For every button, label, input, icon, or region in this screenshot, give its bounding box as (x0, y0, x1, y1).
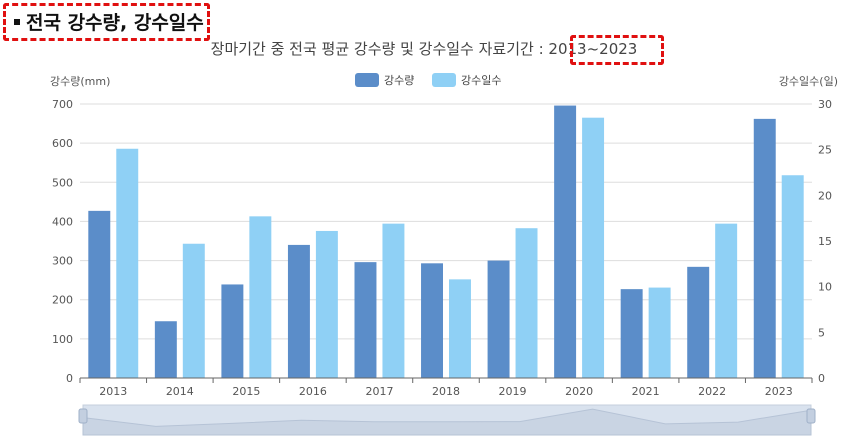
y-right-tick-label: 20 (818, 189, 832, 202)
data-zoom-slider[interactable] (78, 404, 816, 436)
bar-rain-days-2017[interactable] (382, 223, 405, 378)
y-left-tick-label: 200 (52, 294, 73, 307)
bar-rain-days-2016[interactable] (315, 230, 338, 378)
bars (88, 105, 804, 379)
y-right-tick-label: 25 (818, 144, 832, 157)
y-left-tick-label: 0 (66, 372, 73, 385)
bar-rain-days-2013[interactable] (116, 148, 139, 378)
bar-precipitation-2023[interactable] (753, 118, 776, 379)
bullet-icon (14, 18, 20, 25)
y-left-tick-label: 400 (52, 215, 73, 228)
x-tick-label: 2021 (632, 385, 660, 398)
y-right-tick-label: 10 (818, 281, 832, 294)
y-left-tick-label: 100 (52, 333, 73, 346)
bar-precipitation-2015[interactable] (221, 284, 244, 378)
bar-precipitation-2022[interactable] (687, 266, 710, 378)
bar-rain-days-2015[interactable] (249, 216, 272, 378)
bar-rain-days-2022[interactable] (715, 223, 738, 378)
y-left-tick-label: 600 (52, 137, 73, 150)
x-tick-label: 2022 (698, 385, 726, 398)
zoom-handle-left[interactable] (78, 408, 88, 424)
y-left-axis-title: 강수량(mm) (50, 75, 110, 88)
legend-swatch-precipitation[interactable] (355, 73, 379, 87)
y-left-tick-label: 500 (52, 176, 73, 189)
y-left-tick-label: 700 (52, 98, 73, 111)
subtitle-prefix: 장마기간 중 전국 평균 강수량 및 강수일수 자료기간 : (210, 40, 549, 58)
x-tick-label: 2020 (565, 385, 593, 398)
x-tick-label: 2023 (765, 385, 793, 398)
title-highlight-box (3, 3, 210, 41)
zoom-handle-right[interactable] (806, 408, 816, 424)
x-tick-label: 2014 (166, 385, 194, 398)
legend[interactable]: 강수량 강수일수 (355, 73, 501, 87)
x-tick-label: 2013 (99, 385, 127, 398)
zoom-preview-area (82, 408, 812, 436)
bar-precipitation-2018[interactable] (421, 263, 443, 378)
bar-rain-days-2014[interactable] (182, 243, 205, 378)
y-right-axis-title: 강수일수(일) (779, 74, 838, 88)
bar-rain-days-2019[interactable] (515, 228, 538, 378)
bar-precipitation-2013[interactable] (88, 210, 111, 378)
bar-rain-days-2023[interactable] (781, 175, 804, 378)
x-tick-label: 2016 (299, 385, 327, 398)
legend-label-rain-days[interactable]: 강수일수 (461, 73, 501, 87)
y-right-tick-label: 15 (818, 235, 832, 248)
bar-rain-days-2021[interactable] (648, 287, 671, 378)
bar-rain-days-2018[interactable] (449, 279, 471, 378)
x-tick-label: 2019 (499, 385, 527, 398)
bar-precipitation-2020[interactable] (554, 105, 577, 379)
y-right-tick-label: 0 (818, 372, 825, 385)
bar-rain-days-2020[interactable] (582, 117, 605, 378)
x-tick-label: 2018 (432, 385, 460, 398)
y-left-tick-label: 300 (52, 255, 73, 268)
y-right-tick-label: 30 (818, 98, 832, 111)
x-tick-label: 2015 (232, 385, 260, 398)
bar-precipitation-2019[interactable] (487, 260, 510, 378)
axes: 0 100 200 300 400 500 600 700 0 5 10 15 20 25 30 강수량(mm… (50, 74, 838, 398)
bar-precipitation-2014[interactable] (154, 321, 177, 378)
bar-precipitation-2017[interactable] (354, 262, 377, 378)
page-title-text: 전국 강수량, 강수일수 (26, 12, 204, 34)
page-title: 전국 강수량, 강수일수 (14, 8, 204, 35)
bar-precipitation-2016[interactable] (287, 244, 310, 378)
legend-swatch-rain-days[interactable] (432, 73, 456, 87)
y-right-tick-label: 5 (818, 326, 825, 339)
x-tick-label: 2017 (365, 385, 393, 398)
legend-label-precipitation[interactable]: 강수량 (384, 74, 414, 87)
bar-precipitation-2021[interactable] (620, 289, 643, 378)
